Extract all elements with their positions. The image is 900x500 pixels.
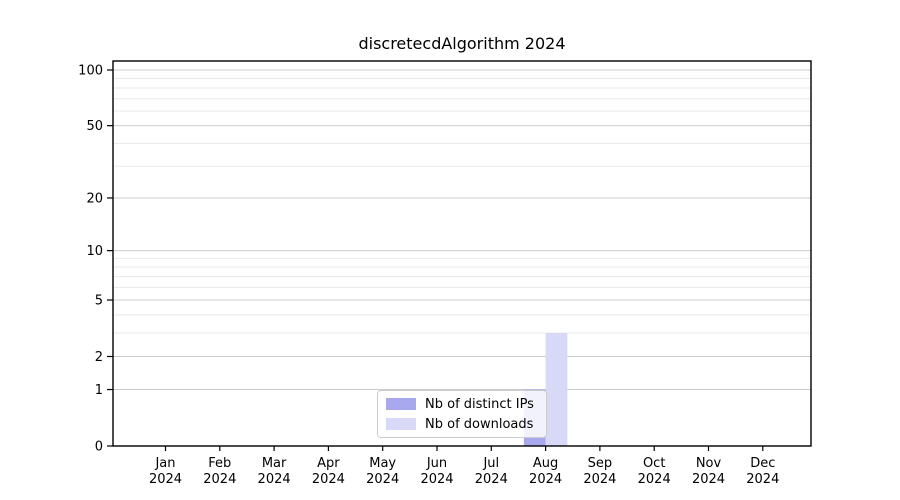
legend-label-distinct-ips: Nb of distinct IPs [425,396,534,412]
x-tick-label-year: 2024 [203,472,236,487]
y-tick-label: 10 [86,244,103,259]
y-tick-label: 50 [86,119,103,134]
chart-bar-downloads-aug [545,333,568,446]
legend-swatch-downloads [386,418,416,430]
x-tick-label-year: 2024 [420,472,453,487]
x-tick-label-month: Aug [533,456,558,471]
x-tick-label-year: 2024 [638,472,671,487]
y-tick-label: 5 [95,294,103,309]
legend-item-downloads: Nb of downloads [386,417,546,432]
legend: Nb of distinct IPs Nb of downloads [377,390,547,438]
x-tick-label-year: 2024 [312,472,345,487]
y-tick-label: 20 [86,191,103,206]
x-tick-label-year: 2024 [583,472,616,487]
legend-label-downloads: Nb of downloads [425,416,534,432]
x-tick-label-year: 2024 [746,472,779,487]
y-tick-label: 100 [78,64,103,79]
legend-swatch-distinct-ips [386,398,416,410]
x-tick-label-month: Sep [588,456,613,471]
x-tick-label-year: 2024 [475,472,508,487]
x-tick-label-month: Jul [482,456,499,471]
x-tick-label-year: 2024 [366,472,399,487]
x-tick-label-month: Jun [426,456,447,471]
chart-title: discretecdAlgorithm 2024 [358,34,566,53]
x-tick-label-month: Apr [317,456,340,471]
x-tick-label-year: 2024 [529,472,562,487]
x-tick-label-month: Oct [643,456,665,471]
x-tick-label-month: May [369,456,396,471]
x-tick-label-month: Feb [208,456,231,471]
x-tick-label-month: Nov [696,456,722,471]
plot-frame [112,60,812,447]
y-tick-label: 2 [95,350,103,365]
legend-item-distinct-ips: Nb of distinct IPs [386,397,546,412]
y-tick-label: 1 [95,383,103,398]
x-tick-label-month: Jan [154,456,175,471]
y-tick-label: 0 [95,440,103,455]
x-tick-label-year: 2024 [149,472,182,487]
x-tick-label-month: Mar [262,456,287,471]
x-tick-label-year: 2024 [692,472,725,487]
x-tick-label-year: 2024 [258,472,291,487]
x-tick-label-month: Dec [750,456,775,471]
